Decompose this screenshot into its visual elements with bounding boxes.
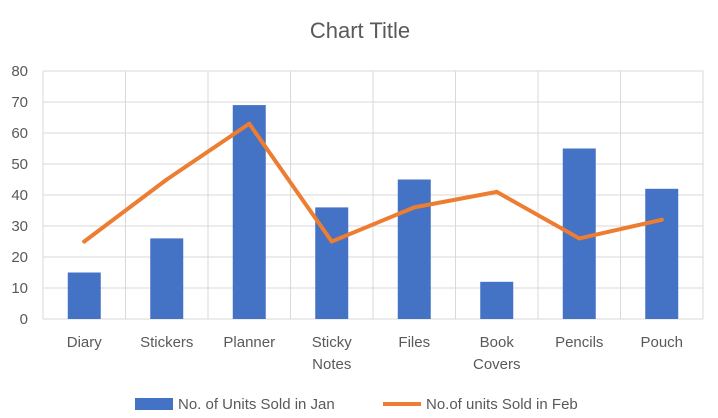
x-tick-label: Notes (312, 356, 351, 373)
legend-jan-label: No. of Units Sold in Jan (178, 396, 335, 413)
bar-stickers (150, 238, 184, 319)
x-tick-label: Diary (67, 334, 103, 351)
x-tick-label: Stickers (140, 334, 193, 351)
x-tick-label: Covers (473, 356, 521, 373)
point-files (412, 205, 417, 210)
bar-diary (67, 272, 101, 319)
x-tick-label: Planner (223, 334, 275, 351)
series-line-feb (82, 121, 664, 244)
legend: No. of Units Sold in Jan No.of units Sol… (135, 396, 578, 413)
bar-pouch (645, 188, 679, 319)
x-axis: Diary Stickers Planner Sticky Notes Files Book… (67, 334, 683, 373)
y-tick-label: 20 (11, 249, 28, 266)
chart-title: Chart Title (310, 18, 410, 43)
x-tick-label: Files (398, 334, 430, 351)
legend-feb-label: No.of units Sold in Feb (426, 396, 578, 413)
y-tick-label: 30 (11, 218, 28, 235)
point-book-covers (494, 189, 499, 194)
bar-files (397, 179, 431, 319)
bar-book-covers (480, 281, 514, 319)
gridlines (42, 70, 704, 320)
y-tick-label: 80 (11, 63, 28, 80)
y-tick-label: 70 (11, 94, 28, 111)
y-tick-label: 10 (11, 280, 28, 297)
x-tick-label: Pencils (555, 334, 603, 351)
x-tick-label: Sticky (312, 334, 353, 351)
y-tick-label: 40 (11, 187, 28, 204)
point-pencils (577, 236, 582, 241)
point-pouch (659, 217, 664, 222)
x-tick-label: Pouch (640, 334, 683, 351)
point-stickers (164, 177, 169, 182)
point-diary (82, 239, 87, 244)
point-planner (247, 121, 252, 126)
y-tick-label: 0 (20, 311, 28, 328)
y-axis: 0 10 20 30 40 50 60 70 80 (11, 63, 28, 328)
line-series (82, 121, 664, 244)
legend-jan-swatch (135, 398, 173, 410)
y-tick-label: 50 (11, 156, 28, 173)
y-tick-label: 60 (11, 125, 28, 142)
point-sticky-notes (329, 239, 334, 244)
x-tick-label: Book (480, 334, 515, 351)
